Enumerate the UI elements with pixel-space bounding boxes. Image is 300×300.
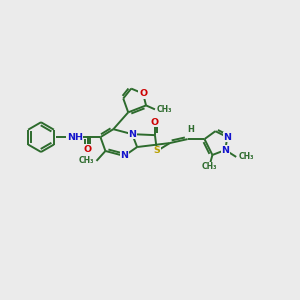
Text: H: H xyxy=(187,125,194,134)
Text: N: N xyxy=(120,152,128,160)
Text: CH₃: CH₃ xyxy=(202,162,217,171)
Text: S: S xyxy=(154,146,160,155)
Text: O: O xyxy=(83,145,92,154)
Text: O: O xyxy=(151,118,159,127)
Text: CH₃: CH₃ xyxy=(238,152,254,161)
Text: N: N xyxy=(223,133,231,142)
Text: CH₃: CH₃ xyxy=(79,156,94,165)
Text: NH: NH xyxy=(67,133,83,142)
Text: O: O xyxy=(139,89,147,98)
Text: CH₃: CH₃ xyxy=(157,105,172,114)
Text: N: N xyxy=(128,130,136,139)
Text: N: N xyxy=(221,146,229,154)
